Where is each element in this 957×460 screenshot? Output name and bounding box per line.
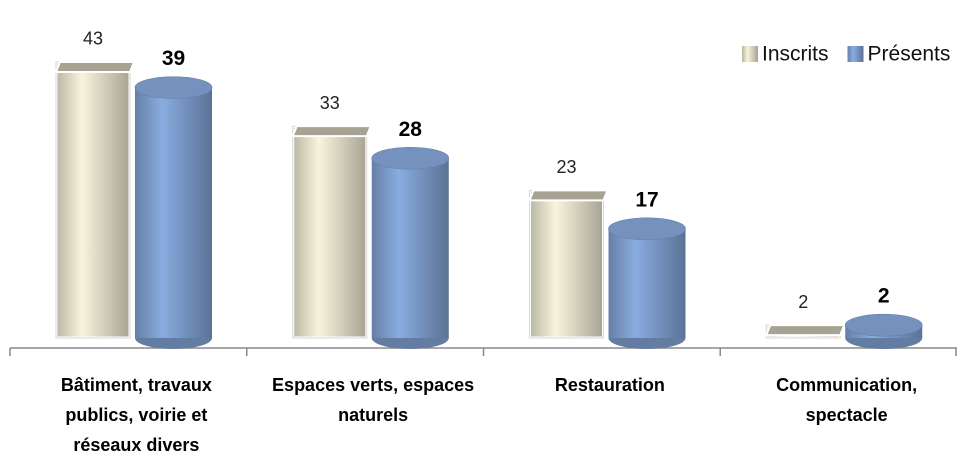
value-label: 33 <box>320 93 340 113</box>
legend-label: Présents <box>868 43 951 66</box>
bar-top <box>528 189 609 202</box>
value-label: 2 <box>798 292 808 312</box>
bar-top <box>54 60 136 73</box>
cylinder <box>608 217 686 349</box>
value-label: 43 <box>83 29 103 49</box>
cylinder-top <box>844 313 923 337</box>
legend-swatch <box>742 46 758 62</box>
cylinder-body <box>135 87 212 339</box>
cylinder-body <box>371 158 449 338</box>
cylinder-top <box>134 76 213 99</box>
value-label: 2 <box>878 285 890 308</box>
cylinder <box>371 146 450 349</box>
cylinder-top <box>608 217 686 241</box>
value-label: 28 <box>399 118 423 141</box>
bar-top <box>291 125 373 138</box>
x-tick-label: Bâtiment, travaux publics, voirie et rés… <box>60 375 212 455</box>
legend-swatch <box>847 46 864 62</box>
cylinder-body <box>608 228 686 338</box>
bar <box>528 188 609 340</box>
bar-front <box>291 124 369 340</box>
cylinder <box>134 76 213 349</box>
value-label: 17 <box>635 188 658 211</box>
bar-front <box>54 60 132 340</box>
x-tick-label: Restauration <box>554 375 665 395</box>
cylinder <box>844 313 923 349</box>
x-tick-label: Communication, spectacle <box>776 375 918 425</box>
x-tick-label: Espaces verts, espaces naturels <box>272 375 475 425</box>
bar <box>764 323 846 340</box>
bar <box>291 124 373 340</box>
cylinder-top <box>371 146 450 170</box>
legend-label: Inscrits <box>762 43 829 66</box>
bar-top <box>764 324 846 337</box>
value-label: 39 <box>162 47 185 70</box>
bar <box>54 60 136 340</box>
value-label: 23 <box>556 157 576 177</box>
bar-front <box>528 188 605 340</box>
